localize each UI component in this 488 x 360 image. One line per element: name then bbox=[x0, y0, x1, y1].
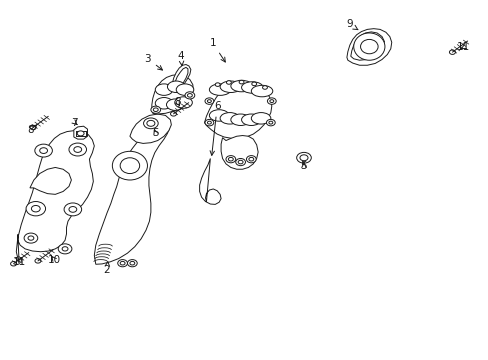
Ellipse shape bbox=[215, 83, 220, 86]
Ellipse shape bbox=[248, 157, 253, 161]
Ellipse shape bbox=[184, 92, 194, 99]
Ellipse shape bbox=[69, 143, 86, 156]
Ellipse shape bbox=[204, 120, 213, 126]
Ellipse shape bbox=[35, 259, 41, 263]
Text: 2: 2 bbox=[103, 262, 110, 275]
Ellipse shape bbox=[360, 40, 377, 54]
Ellipse shape bbox=[153, 108, 158, 112]
Ellipse shape bbox=[353, 33, 384, 60]
Polygon shape bbox=[346, 29, 391, 65]
Ellipse shape bbox=[151, 106, 160, 113]
Ellipse shape bbox=[241, 114, 261, 126]
Ellipse shape bbox=[267, 98, 276, 104]
Ellipse shape bbox=[204, 98, 213, 104]
Ellipse shape bbox=[24, 233, 38, 243]
Ellipse shape bbox=[220, 113, 239, 124]
Text: 5: 5 bbox=[152, 129, 159, 138]
Text: 3: 3 bbox=[144, 54, 162, 70]
Ellipse shape bbox=[239, 80, 244, 84]
Text: 7: 7 bbox=[71, 118, 78, 128]
Text: 8: 8 bbox=[27, 125, 37, 135]
Ellipse shape bbox=[62, 247, 68, 251]
Ellipse shape bbox=[251, 113, 270, 124]
Ellipse shape bbox=[74, 147, 81, 152]
Ellipse shape bbox=[35, 144, 52, 157]
Ellipse shape bbox=[167, 81, 184, 93]
Ellipse shape bbox=[187, 94, 192, 97]
Polygon shape bbox=[94, 120, 169, 264]
Ellipse shape bbox=[246, 156, 256, 163]
Polygon shape bbox=[16, 131, 94, 264]
Polygon shape bbox=[130, 114, 171, 143]
Polygon shape bbox=[199, 158, 221, 204]
Ellipse shape bbox=[176, 84, 193, 95]
Ellipse shape bbox=[299, 155, 307, 161]
Ellipse shape bbox=[225, 156, 235, 163]
Ellipse shape bbox=[118, 260, 127, 267]
Text: 8: 8 bbox=[174, 97, 180, 107]
Ellipse shape bbox=[448, 50, 454, 54]
Ellipse shape bbox=[69, 207, 77, 212]
Ellipse shape bbox=[235, 158, 245, 166]
Ellipse shape bbox=[127, 260, 137, 267]
Text: 11: 11 bbox=[13, 257, 26, 267]
Ellipse shape bbox=[31, 206, 40, 212]
Polygon shape bbox=[204, 82, 271, 138]
Polygon shape bbox=[221, 135, 258, 169]
Ellipse shape bbox=[120, 158, 140, 174]
Ellipse shape bbox=[238, 160, 243, 164]
Ellipse shape bbox=[269, 100, 273, 103]
Ellipse shape bbox=[266, 120, 275, 126]
Ellipse shape bbox=[77, 131, 84, 136]
Text: 4: 4 bbox=[178, 51, 184, 66]
Text: 9: 9 bbox=[346, 19, 357, 30]
Ellipse shape bbox=[241, 82, 263, 93]
Ellipse shape bbox=[11, 262, 17, 266]
Ellipse shape bbox=[112, 151, 147, 180]
Polygon shape bbox=[350, 32, 384, 60]
Ellipse shape bbox=[26, 202, 45, 216]
Polygon shape bbox=[152, 75, 193, 114]
Text: 5: 5 bbox=[300, 161, 306, 171]
Ellipse shape bbox=[268, 121, 272, 124]
Ellipse shape bbox=[220, 81, 241, 93]
Ellipse shape bbox=[209, 84, 230, 95]
Ellipse shape bbox=[170, 112, 176, 116]
Ellipse shape bbox=[146, 120, 155, 126]
Polygon shape bbox=[30, 167, 71, 194]
Polygon shape bbox=[74, 126, 87, 139]
Ellipse shape bbox=[262, 86, 267, 89]
Ellipse shape bbox=[209, 110, 228, 121]
Ellipse shape bbox=[251, 85, 272, 97]
Ellipse shape bbox=[30, 125, 36, 130]
Ellipse shape bbox=[28, 236, 34, 240]
Ellipse shape bbox=[40, 148, 47, 153]
Text: 6: 6 bbox=[210, 102, 220, 156]
Ellipse shape bbox=[251, 82, 256, 86]
Ellipse shape bbox=[174, 97, 192, 108]
Ellipse shape bbox=[296, 152, 311, 163]
Ellipse shape bbox=[166, 99, 183, 111]
Ellipse shape bbox=[207, 121, 211, 124]
Ellipse shape bbox=[155, 84, 172, 95]
Text: 11: 11 bbox=[456, 42, 469, 52]
Ellipse shape bbox=[143, 118, 158, 129]
Ellipse shape bbox=[226, 81, 231, 84]
Ellipse shape bbox=[155, 98, 172, 109]
Ellipse shape bbox=[58, 244, 72, 254]
Ellipse shape bbox=[120, 261, 125, 265]
Text: 10: 10 bbox=[48, 255, 61, 265]
Ellipse shape bbox=[130, 261, 135, 265]
Text: 1: 1 bbox=[209, 38, 225, 62]
Polygon shape bbox=[174, 67, 187, 89]
Ellipse shape bbox=[230, 80, 252, 92]
Polygon shape bbox=[170, 64, 190, 92]
Ellipse shape bbox=[207, 100, 211, 103]
Ellipse shape bbox=[230, 114, 250, 126]
Ellipse shape bbox=[228, 157, 233, 161]
Ellipse shape bbox=[64, 203, 81, 216]
